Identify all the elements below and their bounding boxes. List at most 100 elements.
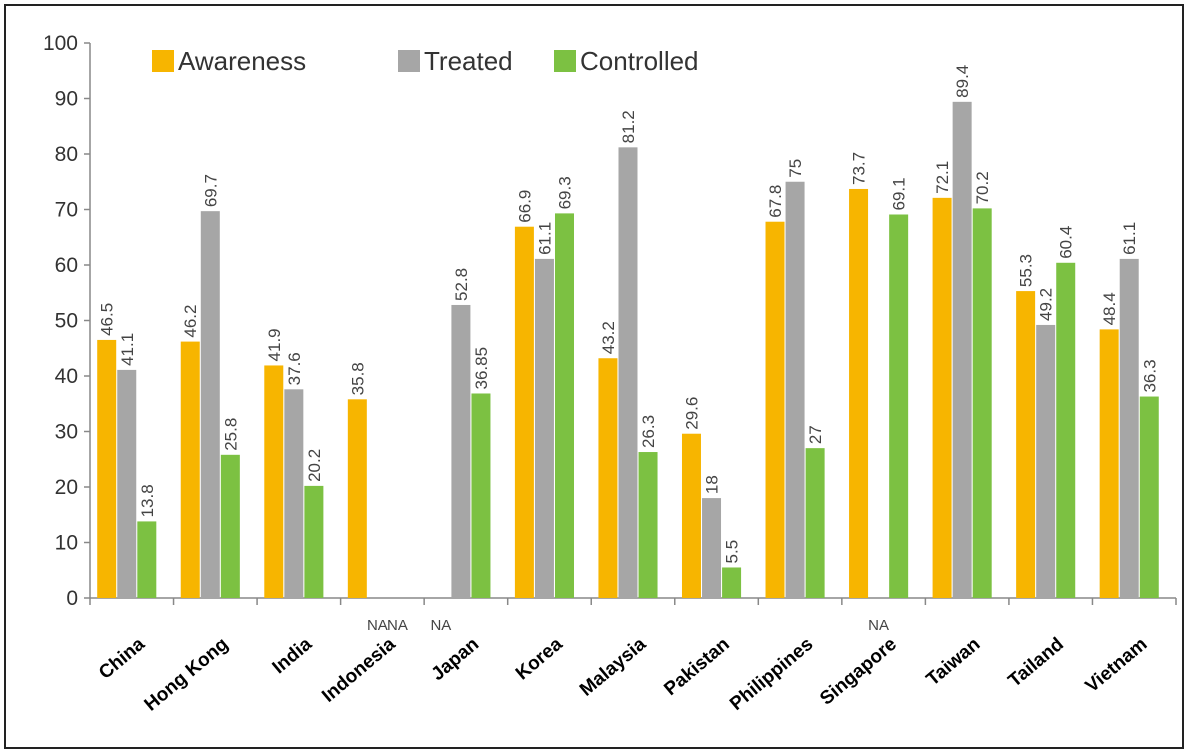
value-label: 43.2 xyxy=(599,321,618,354)
y-tick-label: 50 xyxy=(55,310,78,333)
bar-treated-korea xyxy=(534,258,554,598)
bar-treated-pakistan xyxy=(702,498,722,598)
value-label: 46.2 xyxy=(181,304,200,337)
na-label: NA xyxy=(868,617,889,634)
bar-controlled-malaysia xyxy=(638,452,658,598)
category-label: Tailand xyxy=(1005,634,1068,692)
legend-swatch-controlled xyxy=(554,50,576,72)
bar-controlled-china xyxy=(137,521,157,598)
bar-controlled-tailand xyxy=(1056,262,1076,598)
legend-swatch-awareness xyxy=(152,50,174,72)
bar-treated-philippines xyxy=(785,181,805,598)
y-tick-label: 30 xyxy=(55,421,78,444)
legend-swatch-treated xyxy=(398,50,420,72)
value-label: 69.3 xyxy=(555,176,574,209)
bar-treated-hong-kong xyxy=(200,211,220,599)
value-label: 37.6 xyxy=(285,352,304,385)
y-tick-label: 40 xyxy=(55,365,78,388)
bar-controlled-taiwan xyxy=(972,208,992,598)
bar-awareness-indonesia xyxy=(347,399,367,598)
chart-frame: 0 10 20 30 40 50 60 70 80 90 100 46.5 46.2 41.9 35.8 6… xyxy=(4,4,1184,749)
bar-treated-china xyxy=(117,369,137,598)
value-label: 29.6 xyxy=(682,397,701,430)
legend: Awareness Treated Controlled xyxy=(152,46,699,76)
category-label: Hong Kong xyxy=(141,634,233,716)
bar-awareness-china xyxy=(97,339,117,598)
category-label: Korea xyxy=(512,633,567,684)
bar-treated-vietnam xyxy=(1119,258,1139,598)
value-label: 55.3 xyxy=(1017,254,1036,287)
bar-awareness-singapore xyxy=(849,188,869,598)
bar-controlled-japan xyxy=(471,393,491,598)
value-label: 5.5 xyxy=(723,540,742,564)
value-label: 41.1 xyxy=(118,333,137,366)
bar-awareness-hong-kong xyxy=(180,341,200,598)
category-label: Singapore xyxy=(816,634,901,710)
value-label: 48.4 xyxy=(1100,292,1119,325)
bar-awareness-malaysia xyxy=(598,358,618,598)
value-label: 75 xyxy=(786,159,805,178)
value-label: 67.8 xyxy=(766,185,785,218)
value-label: 36.3 xyxy=(1140,359,1159,392)
category-label: Philippines xyxy=(726,634,817,715)
bar-awareness-korea xyxy=(514,226,534,598)
value-label: 41.9 xyxy=(265,328,284,361)
bar-awareness-vietnam xyxy=(1099,329,1119,598)
value-label: 46.5 xyxy=(98,303,117,336)
value-label: 81.2 xyxy=(619,110,638,143)
y-tick-label: 90 xyxy=(55,88,78,111)
value-label: 60.4 xyxy=(1057,226,1076,259)
value-label: 13.8 xyxy=(138,484,157,517)
bar-controlled-vietnam xyxy=(1139,396,1159,598)
value-label: 18 xyxy=(703,475,722,494)
bar-treated-india xyxy=(284,389,304,598)
na-label: NA xyxy=(387,617,408,634)
category-label: Indonesia xyxy=(318,633,400,706)
na-label: NA xyxy=(367,617,388,634)
category-label: Japan xyxy=(428,634,484,685)
legend-label-controlled: Controlled xyxy=(580,46,699,76)
bar-treated-japan xyxy=(451,304,471,598)
bar-controlled-india xyxy=(304,485,324,598)
value-label: 69.7 xyxy=(201,174,220,207)
bar-controlled-singapore xyxy=(889,214,909,598)
bar-controlled-korea xyxy=(554,213,574,598)
value-label: 25.8 xyxy=(221,418,240,451)
bar-controlled-pakistan xyxy=(722,567,742,598)
value-label: 35.8 xyxy=(348,362,367,395)
bar-treated-malaysia xyxy=(618,147,638,598)
bar-chart: 0 10 20 30 40 50 60 70 80 90 100 46.5 46.2 41.9 35.8 6… xyxy=(43,32,1177,716)
y-tick-label: 60 xyxy=(55,254,78,277)
bar-controlled-philippines xyxy=(805,448,825,598)
legend-label-awareness: Awareness xyxy=(178,46,306,76)
y-tick-label: 0 xyxy=(66,587,78,610)
value-label: 26.3 xyxy=(639,415,658,448)
value-label: 49.2 xyxy=(1037,288,1056,321)
value-label: 69.1 xyxy=(890,177,909,210)
bar-controlled-hong-kong xyxy=(220,454,240,598)
bar-awareness-tailand xyxy=(1016,291,1036,598)
category-label: Taiwan xyxy=(923,634,985,691)
category-label: China xyxy=(95,633,149,683)
value-label: 89.4 xyxy=(953,65,972,98)
category-label: Malaysia xyxy=(576,633,651,700)
y-tick-label: 20 xyxy=(55,476,78,499)
bar-treated-tailand xyxy=(1036,324,1056,598)
y-tick-label: 10 xyxy=(55,532,78,555)
bar-awareness-philippines xyxy=(765,221,785,598)
bar-awareness-india xyxy=(264,365,284,598)
value-label: 36.85 xyxy=(472,347,491,390)
y-tick-label: 70 xyxy=(55,199,78,222)
bar-awareness-taiwan xyxy=(932,197,952,598)
na-label: NA xyxy=(430,617,451,634)
value-label: 27 xyxy=(806,425,825,444)
value-label: 20.2 xyxy=(305,449,324,482)
value-label: 73.7 xyxy=(850,152,869,185)
value-labels: 46.5 46.2 41.9 35.8 66.9 43.2 29.6 67.8 73.7 72.1… xyxy=(98,65,1160,634)
category-label: Vietnam xyxy=(1082,634,1152,697)
y-tick-label: 80 xyxy=(55,143,78,166)
bar-awareness-pakistan xyxy=(681,433,701,598)
y-tick-label: 100 xyxy=(43,32,78,55)
value-label: 61.1 xyxy=(535,222,554,255)
